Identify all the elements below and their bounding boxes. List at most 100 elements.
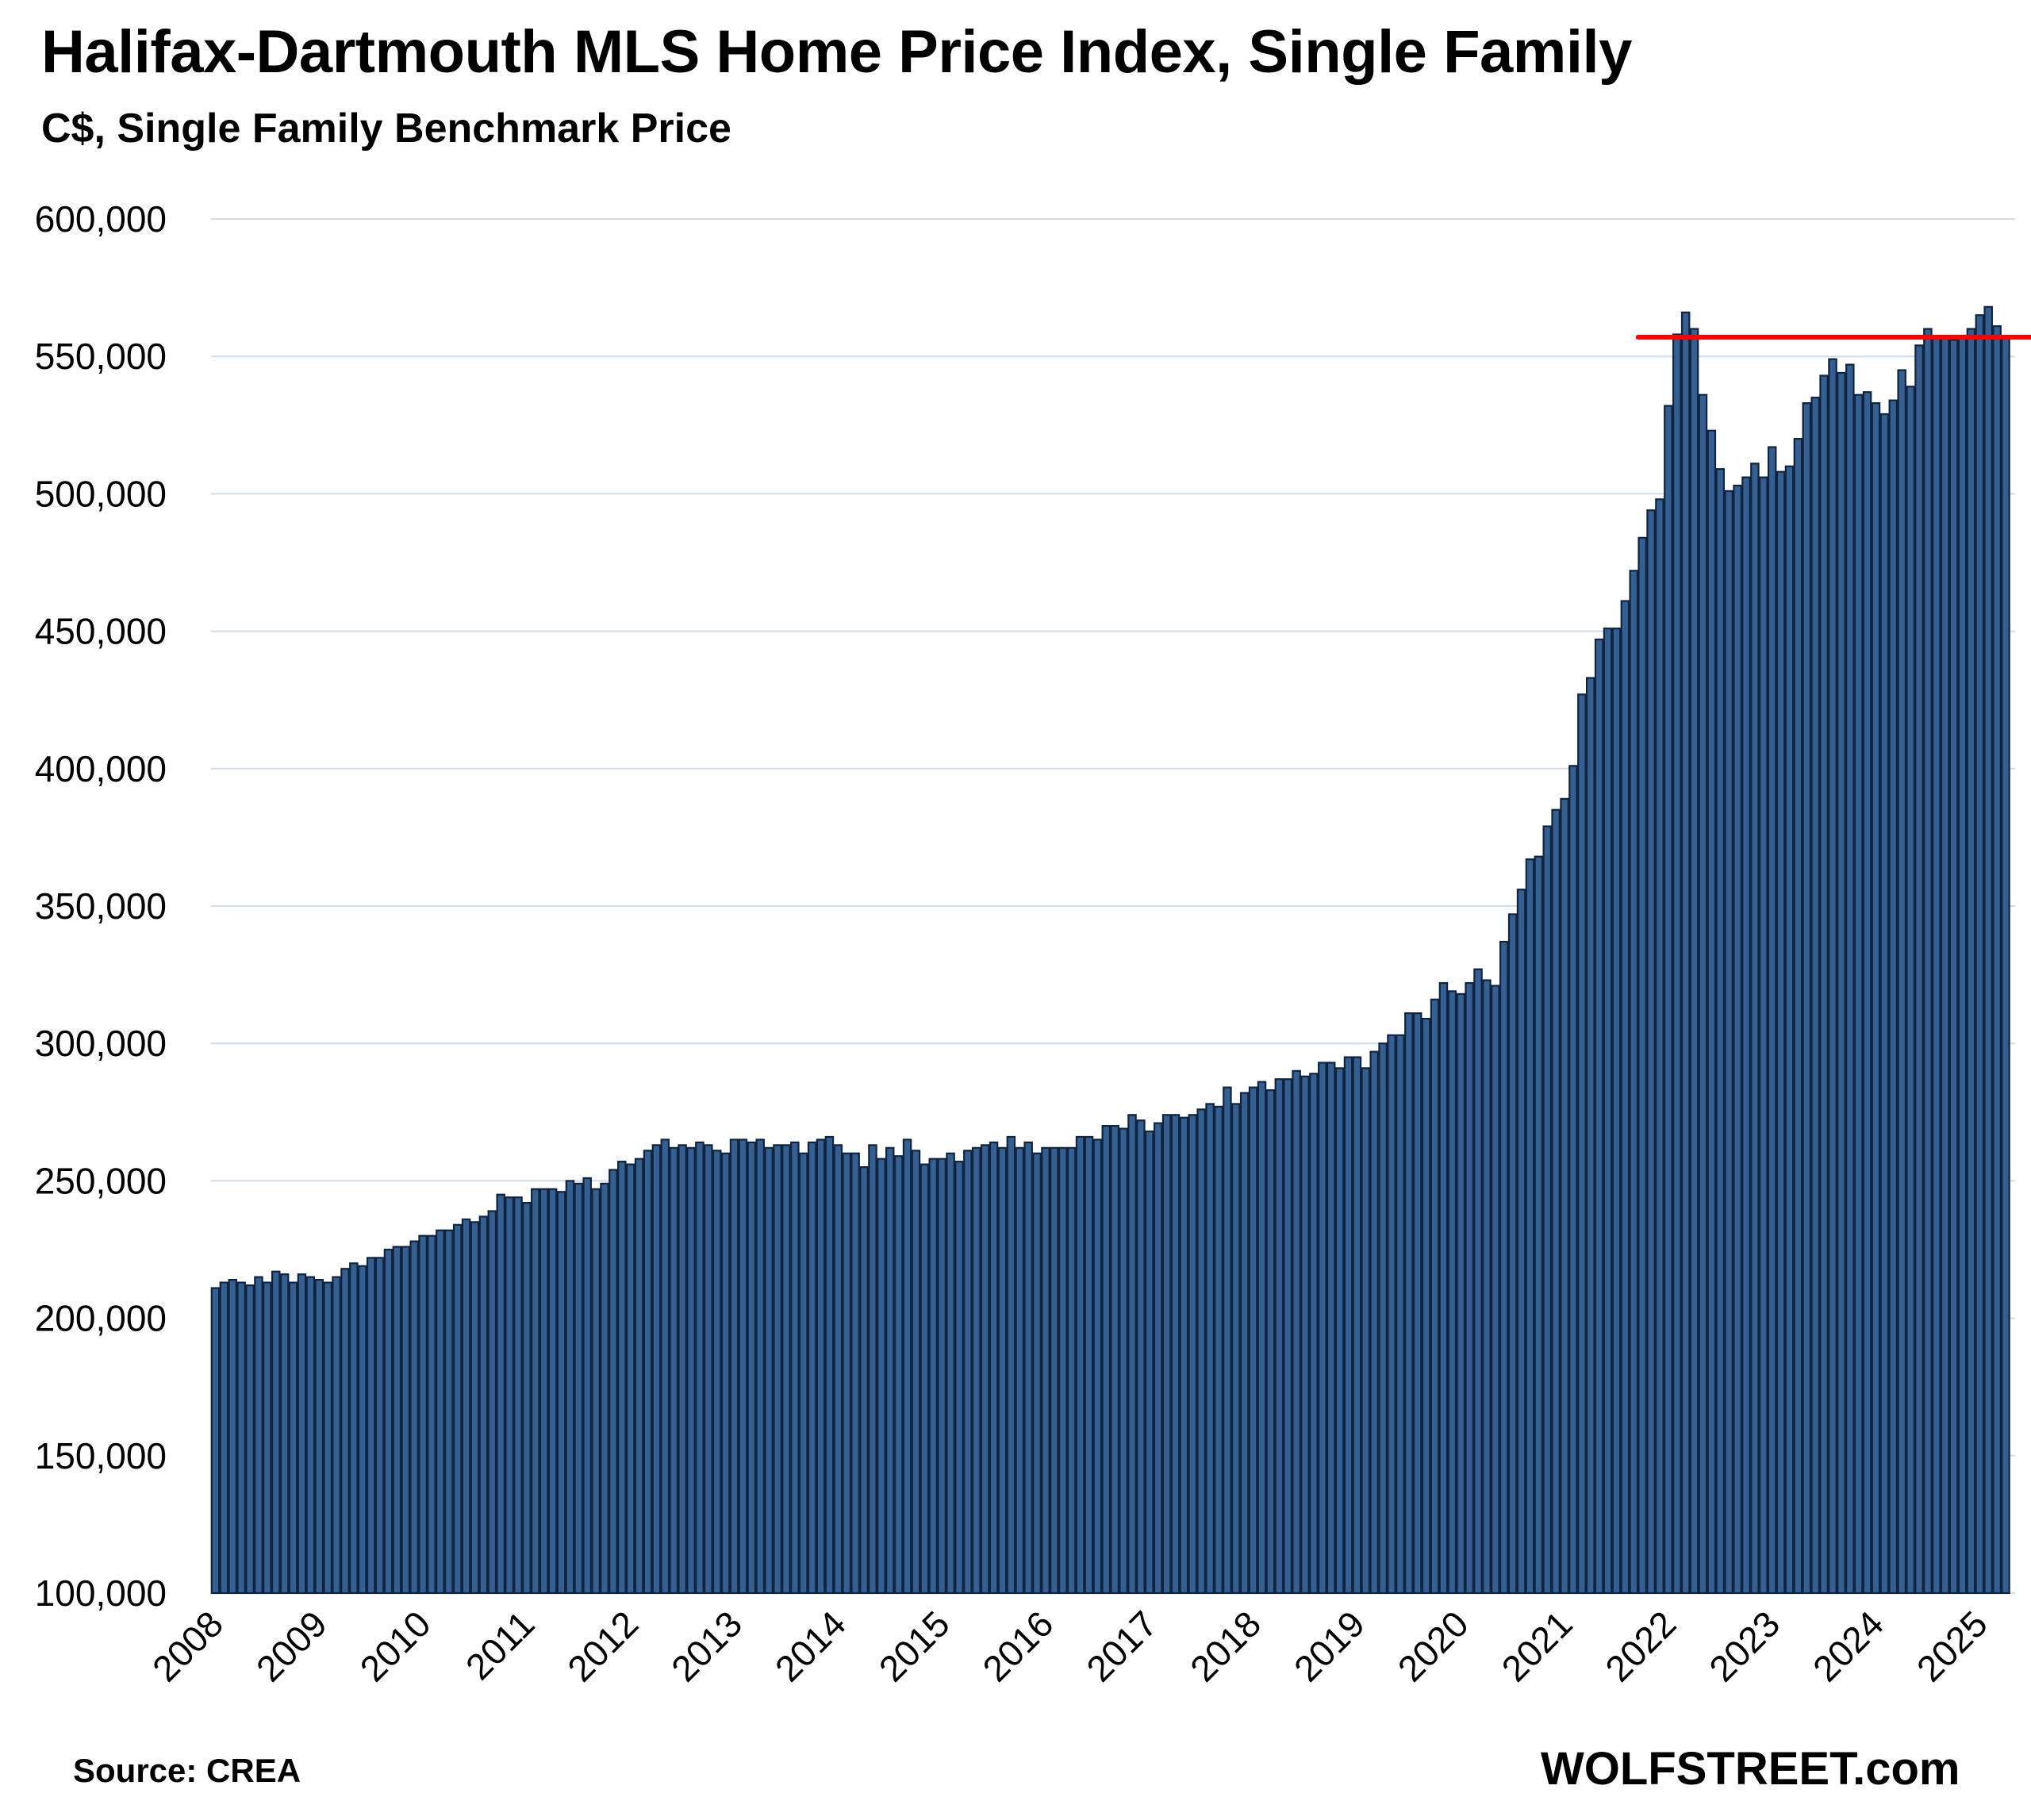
bar (1629, 570, 1639, 1595)
bar (314, 1279, 324, 1595)
bar (1214, 1105, 1223, 1595)
bar (1075, 1135, 1085, 1595)
bar (1101, 1125, 1111, 1595)
bar (332, 1276, 341, 1595)
bar (1283, 1078, 1292, 1595)
bar (747, 1141, 757, 1595)
bar (478, 1215, 489, 1595)
bar (755, 1138, 765, 1595)
bar (1361, 1067, 1371, 1595)
bar (531, 1188, 540, 1595)
bar (1871, 401, 1881, 1595)
bar (1689, 328, 1699, 1595)
bar (729, 1138, 739, 1595)
bar (340, 1268, 350, 1595)
bar (1231, 1103, 1241, 1595)
bar (1992, 324, 2002, 1595)
bar (1603, 628, 1613, 1595)
y-tick-label: 600,000 (35, 198, 167, 240)
bar (1879, 413, 1890, 1595)
bar (470, 1221, 480, 1595)
bar (383, 1248, 394, 1595)
bar (436, 1229, 445, 1595)
y-tick-label: 100,000 (35, 1572, 167, 1614)
bar (920, 1163, 930, 1595)
bar (1715, 468, 1726, 1595)
bar (893, 1155, 904, 1595)
y-axis-ticks: 100,000 150,000 200,000 250,000 300,000 350,0… (35, 198, 167, 1614)
bar (1110, 1125, 1119, 1595)
bar (625, 1163, 635, 1595)
bar (461, 1218, 471, 1595)
bar (1940, 336, 1950, 1595)
bar (1412, 1012, 1422, 1595)
bars (210, 305, 2010, 1595)
bar (444, 1229, 454, 1595)
bar (807, 1141, 817, 1595)
bar (1223, 1086, 1232, 1595)
bar (1733, 484, 1742, 1595)
bar (1145, 1130, 1154, 1595)
bar (720, 1152, 731, 1595)
bar (228, 1279, 238, 1595)
x-tick-label: 2011 (458, 1603, 543, 1688)
bar (1015, 1146, 1025, 1595)
bar (1906, 386, 1915, 1595)
bar (1378, 1042, 1388, 1595)
bar (1802, 401, 1812, 1595)
x-tick-label: 2012 (559, 1603, 646, 1689)
bar (669, 1146, 678, 1595)
bar (591, 1188, 601, 1595)
bar (427, 1234, 436, 1595)
y-tick-label: 300,000 (35, 1023, 167, 1064)
bar (1006, 1135, 1016, 1595)
bar (374, 1257, 385, 1595)
bar (1404, 1012, 1414, 1595)
bar (954, 1161, 964, 1595)
bar (1239, 1092, 1250, 1595)
bar (1066, 1146, 1077, 1595)
bar (790, 1141, 800, 1595)
y-tick-label: 400,000 (35, 748, 167, 789)
y-tick-label: 350,000 (35, 885, 167, 927)
bar (1507, 913, 1518, 1595)
bar (1127, 1114, 1137, 1595)
x-tick-label: 2020 (1390, 1603, 1476, 1689)
bar (1473, 968, 1483, 1595)
bar (1447, 990, 1457, 1595)
bar (1793, 438, 1803, 1595)
brand-logo-text: WOLFSTREET.com (1541, 1743, 1960, 1795)
bar (798, 1152, 808, 1595)
bar (704, 1144, 713, 1595)
bar (1396, 1034, 1405, 1595)
bar (928, 1158, 939, 1595)
bar (1525, 858, 1535, 1595)
bar (1387, 1034, 1396, 1595)
bar (297, 1273, 307, 1595)
bar (219, 1281, 229, 1595)
bar (1119, 1127, 1128, 1595)
bar (738, 1138, 748, 1595)
bar (1932, 336, 1941, 1595)
bar (1914, 344, 1924, 1595)
bar (1923, 328, 1933, 1595)
x-tick-label: 2017 (1078, 1603, 1165, 1689)
x-tick-label: 2016 (974, 1603, 1061, 1689)
x-tick-label: 2023 (1701, 1603, 1787, 1689)
bar (1534, 855, 1544, 1595)
bar (254, 1276, 263, 1595)
bar (1050, 1146, 1059, 1595)
y-tick-label: 200,000 (35, 1298, 167, 1339)
bar (1646, 509, 1656, 1595)
y-tick-label: 500,000 (35, 473, 167, 514)
bar (1577, 693, 1587, 1595)
bar (1542, 825, 1552, 1595)
bar (1516, 889, 1526, 1595)
bar (712, 1150, 722, 1595)
bar (1421, 1017, 1431, 1595)
x-tick-label: 2021 (1494, 1603, 1580, 1689)
bar (452, 1223, 463, 1595)
x-tick-label: 2010 (352, 1603, 439, 1689)
bar (263, 1281, 272, 1595)
bar (305, 1276, 316, 1595)
